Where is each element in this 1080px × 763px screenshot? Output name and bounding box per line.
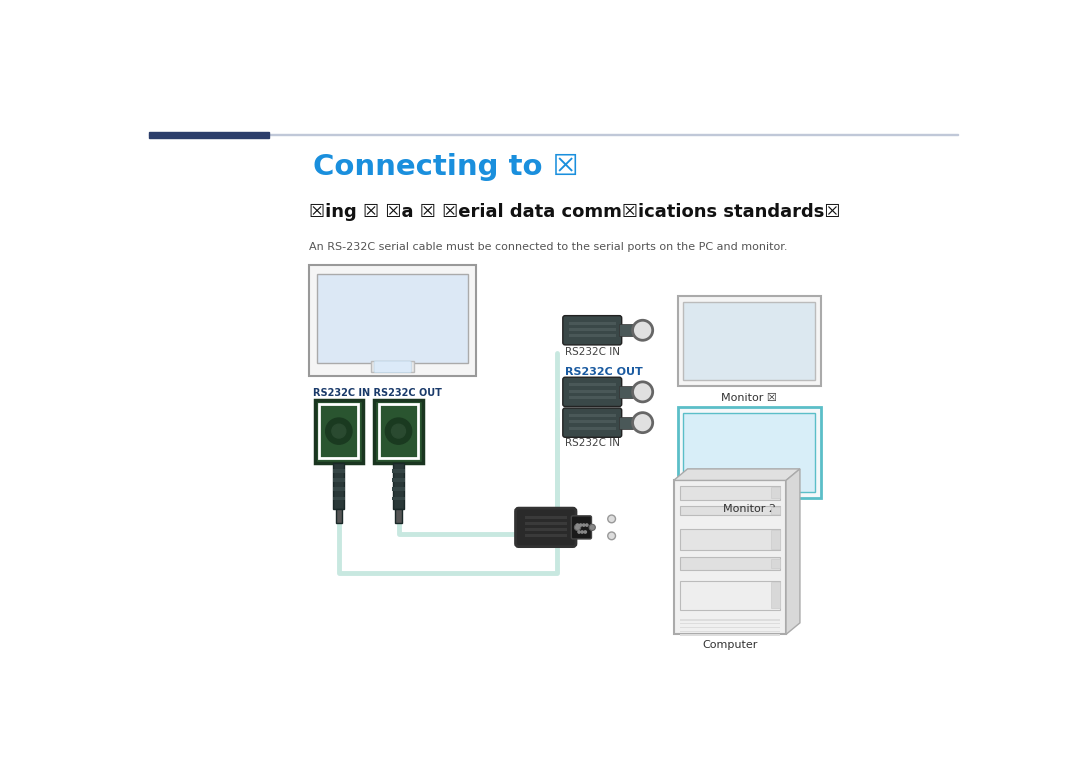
Text: RS232C IN: RS232C IN: [565, 438, 620, 448]
FancyBboxPatch shape: [563, 316, 622, 345]
Bar: [318, 274, 469, 362]
Circle shape: [326, 418, 352, 444]
Bar: [333, 497, 345, 501]
Text: Computer: Computer: [702, 640, 757, 650]
Text: Connecting to ☒: Connecting to ☒: [313, 153, 579, 181]
Bar: [679, 529, 780, 550]
Bar: [569, 390, 616, 393]
Circle shape: [608, 515, 616, 523]
Bar: [379, 404, 418, 458]
Bar: [336, 509, 342, 523]
Circle shape: [584, 531, 586, 533]
Bar: [770, 559, 780, 568]
Bar: [309, 265, 476, 376]
Bar: [683, 302, 815, 380]
Bar: [525, 522, 567, 525]
Bar: [375, 400, 422, 462]
Text: Monitor ☒: Monitor ☒: [721, 393, 778, 403]
Circle shape: [577, 524, 579, 526]
FancyBboxPatch shape: [563, 377, 622, 407]
Bar: [333, 478, 345, 482]
Bar: [392, 497, 405, 501]
Circle shape: [392, 424, 405, 438]
Bar: [619, 386, 633, 398]
Bar: [525, 528, 567, 531]
Circle shape: [575, 524, 581, 530]
Circle shape: [633, 382, 652, 402]
Bar: [525, 534, 567, 537]
Text: An RS-232C serial cable must be connected to the serial ports on the PC and moni: An RS-232C serial cable must be connecte…: [309, 242, 788, 252]
Circle shape: [633, 320, 652, 340]
Bar: [334, 462, 345, 509]
Bar: [679, 506, 780, 515]
Bar: [569, 328, 616, 331]
Bar: [679, 626, 780, 628]
Circle shape: [582, 524, 585, 526]
Text: RS232C OUT: RS232C OUT: [565, 367, 643, 377]
Bar: [679, 623, 780, 624]
Bar: [619, 417, 633, 429]
Bar: [683, 414, 815, 492]
Bar: [333, 468, 345, 473]
Bar: [392, 478, 405, 482]
Bar: [395, 509, 402, 523]
Circle shape: [608, 532, 616, 539]
Bar: [770, 488, 780, 498]
Bar: [314, 400, 363, 462]
Polygon shape: [786, 468, 800, 634]
Circle shape: [633, 413, 652, 433]
Bar: [333, 488, 345, 491]
Circle shape: [578, 531, 580, 533]
Bar: [679, 581, 780, 610]
Bar: [679, 634, 780, 636]
Text: RS232C IN RS232C OUT: RS232C IN RS232C OUT: [313, 388, 442, 398]
Bar: [569, 322, 616, 325]
Bar: [569, 396, 616, 399]
Circle shape: [590, 524, 595, 530]
Bar: [149, 134, 958, 135]
Polygon shape: [674, 468, 800, 481]
Bar: [770, 507, 780, 513]
Bar: [674, 481, 786, 634]
FancyBboxPatch shape: [374, 361, 411, 372]
Bar: [393, 462, 404, 509]
Circle shape: [585, 524, 588, 526]
Bar: [149, 131, 269, 138]
Bar: [569, 427, 616, 430]
Bar: [679, 486, 780, 500]
Bar: [679, 558, 780, 570]
FancyBboxPatch shape: [515, 508, 576, 546]
FancyBboxPatch shape: [571, 516, 592, 539]
Bar: [679, 630, 780, 632]
Text: ☒ing ☒ ☒a ☒ ☒erial data comm☒ications standards☒: ☒ing ☒ ☒a ☒ ☒erial data comm☒ications st…: [309, 203, 841, 221]
Bar: [525, 516, 567, 519]
FancyBboxPatch shape: [563, 408, 622, 437]
Bar: [569, 420, 616, 423]
Text: Monitor 2: Monitor 2: [723, 504, 775, 514]
Bar: [392, 468, 405, 473]
Circle shape: [386, 418, 411, 444]
Text: RS232C IN: RS232C IN: [565, 347, 620, 357]
Bar: [392, 488, 405, 491]
Bar: [677, 295, 821, 387]
Bar: [320, 404, 359, 458]
Bar: [770, 530, 780, 549]
Bar: [372, 361, 415, 372]
Circle shape: [580, 524, 582, 526]
Bar: [679, 619, 780, 620]
Bar: [569, 414, 616, 417]
Bar: [770, 582, 780, 608]
Circle shape: [332, 424, 346, 438]
Bar: [677, 407, 821, 498]
Bar: [569, 334, 616, 337]
Bar: [619, 324, 633, 336]
Bar: [569, 383, 616, 387]
Circle shape: [581, 531, 583, 533]
